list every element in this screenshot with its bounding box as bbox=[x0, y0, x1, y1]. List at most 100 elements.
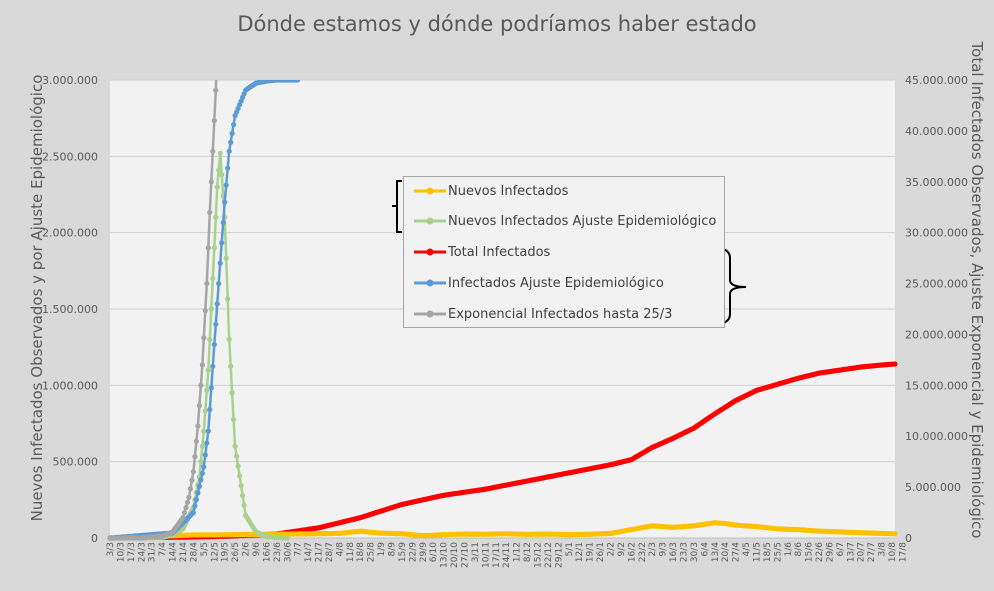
x-tick-label: 9/3 bbox=[659, 542, 669, 556]
data-point bbox=[226, 148, 232, 154]
legend-brace-right bbox=[709, 246, 747, 326]
data-point bbox=[220, 219, 226, 226]
x-tick-label: 10/8 bbox=[888, 542, 898, 562]
data-point bbox=[210, 148, 216, 154]
x-tick-label: 11/8 bbox=[346, 542, 356, 562]
data-point bbox=[210, 363, 216, 369]
x-tick-label: 27/4 bbox=[732, 542, 742, 562]
y-tick-label-left: 2.000.000 bbox=[42, 227, 98, 240]
legend-swatch bbox=[414, 248, 446, 256]
x-tick-label: 7/7 bbox=[294, 542, 304, 556]
legend-brace-left bbox=[392, 180, 402, 233]
y-tick-label-right: 40.000.000 bbox=[905, 125, 968, 138]
x-tick-label: 17/11 bbox=[492, 542, 502, 568]
data-point bbox=[202, 452, 208, 458]
data-point bbox=[196, 403, 202, 409]
x-tick-label: 7/4 bbox=[158, 542, 168, 557]
x-tick-label: 3/3 bbox=[106, 542, 116, 556]
x-tick-label: 8/9 bbox=[388, 542, 398, 557]
data-point bbox=[229, 130, 235, 136]
y-tick-label-right: 30.000.000 bbox=[905, 227, 968, 240]
legend: Nuevos Infectados Nuevos Infectados Ajus… bbox=[403, 176, 725, 328]
legend-item-infectados-ajuste: Infectados Ajuste Epidemiológico bbox=[414, 273, 664, 293]
data-point bbox=[180, 515, 186, 521]
x-tick-label: 17/3 bbox=[127, 542, 137, 562]
y-tick-label-right: 10.000.000 bbox=[905, 430, 968, 443]
series-0 bbox=[107, 520, 898, 541]
data-point bbox=[184, 499, 191, 505]
data-point bbox=[208, 385, 214, 391]
x-tick-label: 19/5 bbox=[221, 542, 231, 562]
legend-label: Total Infectados bbox=[448, 244, 551, 260]
data-point bbox=[190, 469, 196, 475]
x-tick-label: 30/3 bbox=[690, 542, 700, 562]
data-point bbox=[205, 245, 211, 251]
right-y-axis: 0 5.000.000 10.000.000 15.000.000 20.000.000… bbox=[905, 74, 968, 545]
chart-title: Dónde estamos y dónde podríamos haber es… bbox=[237, 12, 757, 36]
data-point bbox=[198, 382, 204, 388]
data-point bbox=[241, 502, 247, 508]
x-tick-label: 13/10 bbox=[440, 542, 450, 568]
data-point bbox=[211, 118, 217, 124]
data-point bbox=[201, 428, 207, 434]
x-tick-label: 15/6 bbox=[805, 542, 815, 562]
data-point bbox=[211, 342, 217, 348]
data-point bbox=[193, 438, 199, 444]
x-tick-label: 2/6 bbox=[242, 542, 252, 557]
y-tick-label-right: 45.000.000 bbox=[905, 74, 968, 87]
x-tick-label: 23/3 bbox=[679, 542, 689, 562]
legend-item-total-infectados: Total Infectados bbox=[414, 242, 550, 262]
x-tick-label: 24/3 bbox=[137, 542, 147, 562]
data-point bbox=[204, 440, 210, 446]
data-point bbox=[213, 214, 219, 220]
data-point bbox=[892, 531, 898, 537]
data-point bbox=[195, 423, 201, 429]
x-tick-label: 29/6 bbox=[825, 542, 835, 562]
x-tick-label: 12/5 bbox=[210, 542, 220, 562]
y-tick-label-left: 0 bbox=[91, 532, 98, 545]
data-point bbox=[231, 417, 237, 423]
data-point bbox=[216, 167, 222, 173]
x-tick-label: 25/8 bbox=[367, 542, 377, 562]
x-tick-label: 10/3 bbox=[116, 542, 126, 562]
data-point bbox=[201, 335, 207, 341]
y-tick-label-right: 15.000.000 bbox=[905, 379, 968, 392]
data-point bbox=[214, 301, 220, 307]
data-point bbox=[216, 281, 222, 287]
data-point bbox=[205, 367, 211, 373]
data-point bbox=[225, 165, 231, 171]
data-point bbox=[196, 483, 202, 489]
x-tick-label: 22/9 bbox=[408, 542, 418, 562]
x-tick-label: 14/4 bbox=[169, 542, 179, 562]
data-point bbox=[213, 321, 219, 327]
x-tick-label: 5/1 bbox=[565, 542, 575, 556]
data-point bbox=[217, 260, 223, 266]
data-point bbox=[205, 428, 211, 434]
x-tick-label: 26/5 bbox=[231, 542, 241, 562]
data-point bbox=[189, 477, 195, 483]
x-tick-label: 28/7 bbox=[325, 542, 335, 562]
data-point bbox=[226, 336, 232, 343]
series-4 bbox=[107, 80, 219, 541]
data-point bbox=[210, 275, 216, 282]
x-tick-label: 12/1 bbox=[575, 542, 585, 562]
x-tick-label: 29/9 bbox=[419, 542, 429, 562]
left-y-axis: 0 500.000 1.000.000 1.500.000 2.000.000 2.500… bbox=[42, 74, 98, 545]
y-tick-label-right: 20.000.000 bbox=[905, 328, 968, 341]
legend-swatch bbox=[414, 217, 446, 225]
data-point bbox=[228, 363, 234, 369]
x-tick-label: 4/8 bbox=[335, 542, 345, 557]
data-point bbox=[199, 362, 205, 368]
data-point bbox=[238, 483, 244, 489]
x-tick-label: 27/7 bbox=[867, 542, 877, 562]
x-tick-label: 20/4 bbox=[721, 542, 731, 562]
data-point bbox=[199, 470, 205, 476]
x-tick-label: 23/2 bbox=[638, 542, 648, 562]
y-tick-label-left: 3.000.000 bbox=[42, 74, 98, 87]
data-point bbox=[207, 209, 213, 215]
data-point bbox=[213, 87, 219, 93]
legend-swatch bbox=[414, 279, 446, 287]
data-point bbox=[187, 486, 193, 492]
x-tick-label: 8/12 bbox=[523, 542, 533, 562]
x-tick-label: 1/12 bbox=[513, 542, 523, 562]
